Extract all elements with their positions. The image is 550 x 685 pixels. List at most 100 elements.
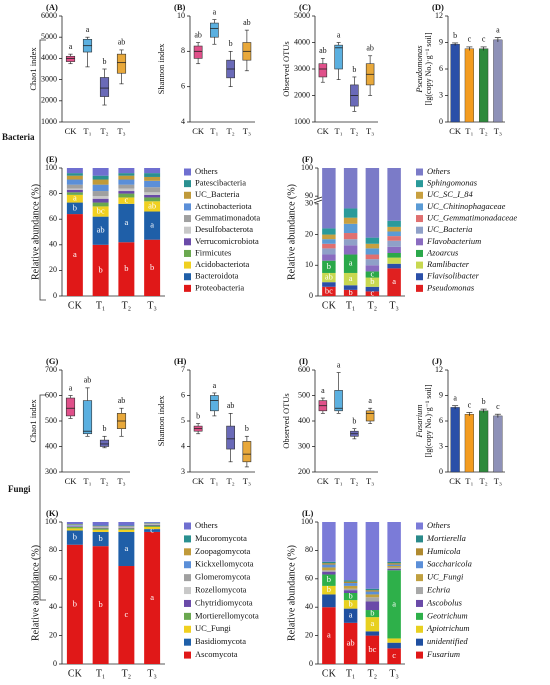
bar-segment — [322, 561, 336, 564]
significance-letter: ab — [347, 637, 355, 647]
y-tick-label: 6000 — [41, 11, 57, 20]
bar-segment — [343, 583, 358, 586]
legend-swatch — [416, 261, 423, 269]
y-tick-label: 4 — [181, 441, 185, 450]
legend-swatch — [416, 574, 423, 582]
bar-segment — [144, 194, 161, 198]
y-tick-label: 20 — [49, 265, 57, 274]
significance-letter: b — [196, 411, 200, 420]
legend-swatch — [416, 238, 423, 246]
bar-segment — [322, 260, 336, 273]
x-tick-label: T₁ — [96, 300, 106, 311]
significance-letter: a — [86, 25, 90, 34]
bar-segment — [343, 581, 358, 584]
bar-segment — [66, 526, 83, 527]
significance-letter: a — [73, 249, 77, 259]
x-tick-label: T₂ — [480, 126, 488, 136]
bar-segment — [92, 531, 109, 547]
significance-letter: b — [103, 424, 107, 433]
bar-segment — [365, 635, 380, 664]
legend-label: Kickxellomycota — [195, 559, 254, 569]
x-tick-label: T₃ — [494, 126, 502, 136]
legend-swatch — [184, 168, 191, 176]
legend-swatch — [184, 612, 191, 620]
x-tick-label: T₃ — [147, 668, 157, 679]
x-tick-label: CK — [322, 668, 337, 679]
significance-letter: bc — [325, 285, 333, 295]
y-tick-label: 3 — [181, 467, 185, 476]
legend-swatch — [184, 522, 191, 530]
bar-segment — [387, 564, 401, 567]
bar-segment — [365, 291, 380, 296]
bar-segment — [144, 187, 161, 193]
bar-segment — [343, 217, 358, 224]
legend-label: UC_Fungi — [427, 572, 464, 582]
bar — [464, 414, 474, 473]
significance-letter: a — [213, 7, 217, 16]
panel-label: (A) — [46, 2, 58, 12]
significance-letter: a — [496, 25, 500, 34]
significance-letter: c — [124, 609, 128, 619]
bar-segment — [92, 244, 109, 296]
bar-segment — [387, 226, 401, 232]
x-tick-label: T₁ — [335, 476, 343, 486]
panel-label: (D) — [432, 2, 444, 12]
y-tick-label: 80 — [49, 545, 57, 554]
box — [82, 400, 93, 435]
bar-segment — [92, 206, 109, 217]
x-tick-label: T₂ — [122, 300, 132, 311]
significance-letter: b — [482, 397, 486, 406]
y-tick-label: 100 — [45, 163, 57, 172]
y-tick-label: 3 — [439, 90, 443, 99]
legend-swatch — [416, 638, 423, 646]
bar-segment — [66, 526, 83, 529]
y-tick-label: 80 — [49, 188, 57, 197]
legend-label: Ascobolus — [426, 597, 463, 607]
significance-letter: ab — [325, 272, 333, 282]
legend-label: Desulfobacterota — [195, 224, 253, 234]
bar-segment — [322, 607, 336, 664]
y-axis-label: Relative abundance (%) — [30, 545, 41, 641]
bar-segment — [66, 202, 83, 215]
legend-swatch — [184, 587, 191, 595]
y-tick-label: 0 — [309, 659, 313, 668]
box — [318, 63, 328, 78]
bar-segment — [66, 188, 83, 190]
x-tick-label: T₁ — [210, 126, 218, 136]
bar-segment — [387, 561, 401, 564]
y-tick-label: 1000 — [41, 117, 57, 126]
y-tick-label: 500 — [298, 390, 310, 399]
bar-segment — [92, 527, 109, 529]
significance-letter: a — [69, 383, 73, 392]
x-tick-label: T₂ — [227, 126, 235, 136]
legend-label: Saccharicola — [427, 559, 472, 569]
significance-letter: b — [349, 598, 353, 608]
bar-segment — [365, 286, 380, 292]
bar-segment — [66, 179, 83, 185]
bar-segment — [92, 522, 109, 526]
bar-segment — [387, 246, 401, 253]
y-tick-label: 4000 — [41, 53, 57, 62]
legend-swatch — [184, 574, 191, 582]
bar-segment — [144, 176, 161, 181]
legend-label: Apiotrichum — [426, 623, 470, 633]
legend-label: Actinobacteriota — [195, 201, 252, 211]
legend-label: Glomeromycota — [195, 572, 250, 582]
bar-segment — [66, 194, 83, 203]
y-axis-label: Relative abundance (%) — [286, 545, 297, 641]
box — [116, 53, 127, 74]
y-tick-label: 300 — [298, 441, 310, 450]
bar-segment — [365, 631, 380, 636]
y-tick-label: 60 — [49, 214, 57, 223]
legend-label: UC_Gemmatimonadaceae — [427, 212, 517, 222]
bar-segment — [365, 265, 380, 272]
y-axis-label: Chao1 index — [28, 399, 38, 443]
legend-label: Flavisolibacter — [426, 271, 480, 281]
significance-letter: a — [213, 381, 217, 390]
bar-segment — [387, 268, 401, 296]
bar-segment — [118, 191, 135, 194]
bar-segment — [66, 544, 83, 664]
bar-segment — [387, 567, 401, 569]
bar-segment — [118, 188, 135, 192]
